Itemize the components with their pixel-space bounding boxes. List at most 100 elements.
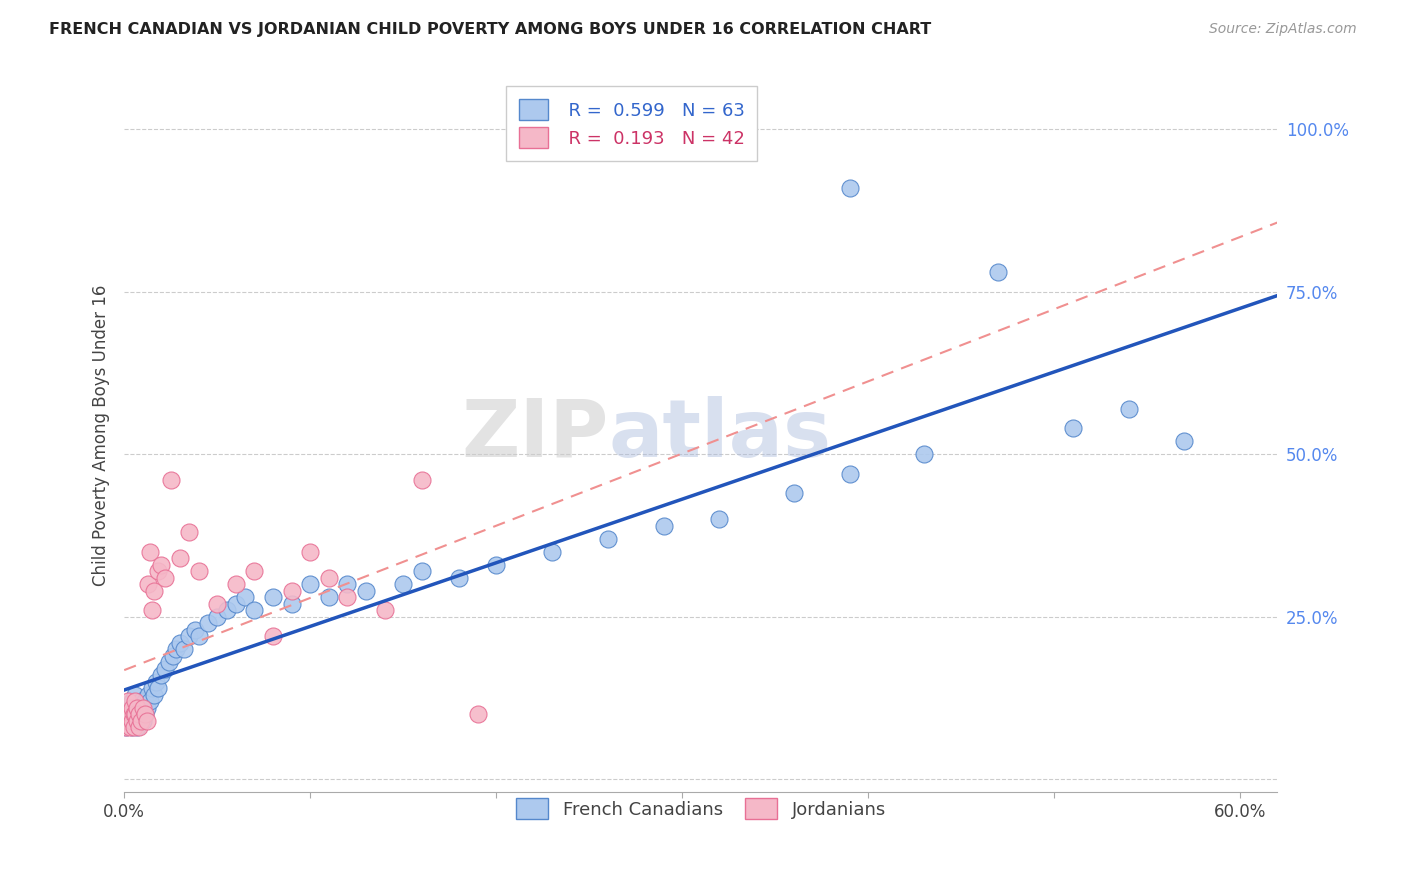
Point [215,603,238,617]
Point [143,583,166,598]
Text: ZIP: ZIP [461,396,609,474]
Text: atlas: atlas [609,396,832,474]
Point [132,714,155,728]
Point [1173,434,1195,449]
Point [143,688,166,702]
Point [135,701,157,715]
Point [205,597,228,611]
Point [146,681,169,696]
Point [127,720,149,734]
Point [243,565,266,579]
Point [122,714,145,728]
Point [197,616,219,631]
Point [987,265,1010,279]
Point [173,642,195,657]
Point [187,565,209,579]
Point [118,707,141,722]
Point [121,694,143,708]
Point [205,610,228,624]
Point [128,701,150,715]
Point [1118,401,1140,416]
Point [145,674,167,689]
Point [179,629,201,643]
Point [138,688,160,702]
Point [134,707,156,722]
Point [447,571,470,585]
Point [115,707,138,722]
Point [135,714,157,728]
Point [336,577,359,591]
Legend: French Canadians, Jordanians: French Canadians, Jordanians [505,788,897,830]
Point [141,681,163,696]
Point [134,694,156,708]
Point [127,701,149,715]
Point [127,714,149,728]
Point [153,571,176,585]
Text: Source: ZipAtlas.com: Source: ZipAtlas.com [1209,22,1357,37]
Point [121,701,143,715]
Point [225,577,247,591]
Point [225,597,247,611]
Point [299,545,322,559]
Point [179,525,201,540]
Point [146,565,169,579]
Point [541,545,564,559]
Point [162,648,184,663]
Point [129,694,152,708]
Point [299,577,322,591]
Point [124,707,146,722]
Point [652,519,675,533]
Point [124,707,146,722]
Point [117,714,139,728]
Point [141,603,163,617]
Point [318,591,340,605]
Point [838,467,860,481]
Point [262,591,284,605]
Point [336,591,359,605]
Point [157,656,180,670]
Point [128,720,150,734]
Point [117,694,139,708]
Point [129,707,152,722]
Point [118,720,141,734]
Point [233,591,256,605]
Point [122,701,145,715]
Point [159,474,181,488]
Point [138,577,160,591]
Point [709,512,731,526]
Point [485,558,508,572]
Y-axis label: Child Poverty Among Boys Under 16: Child Poverty Among Boys Under 16 [93,285,110,585]
Point [783,486,806,500]
Point [169,551,191,566]
Point [134,707,156,722]
Point [467,707,489,722]
Point [354,583,377,598]
Point [121,720,143,734]
Point [411,474,433,488]
Point [280,597,302,611]
Point [318,571,340,585]
Point [128,714,150,728]
Point [280,583,302,598]
Point [122,707,145,722]
Point [118,707,141,722]
Point [117,714,139,728]
Point [187,629,209,643]
Point [115,720,138,734]
Point [124,688,146,702]
Point [169,636,191,650]
Point [184,623,207,637]
Text: FRENCH CANADIAN VS JORDANIAN CHILD POVERTY AMONG BOYS UNDER 16 CORRELATION CHART: FRENCH CANADIAN VS JORDANIAN CHILD POVER… [49,22,931,37]
Point [596,532,619,546]
Point [150,558,173,572]
Point [122,720,145,734]
Point [132,701,155,715]
Point [132,701,155,715]
Point [243,603,266,617]
Point [127,707,149,722]
Point [124,694,146,708]
Point [374,603,396,617]
Point [165,642,187,657]
Point [128,707,150,722]
Point [129,714,152,728]
